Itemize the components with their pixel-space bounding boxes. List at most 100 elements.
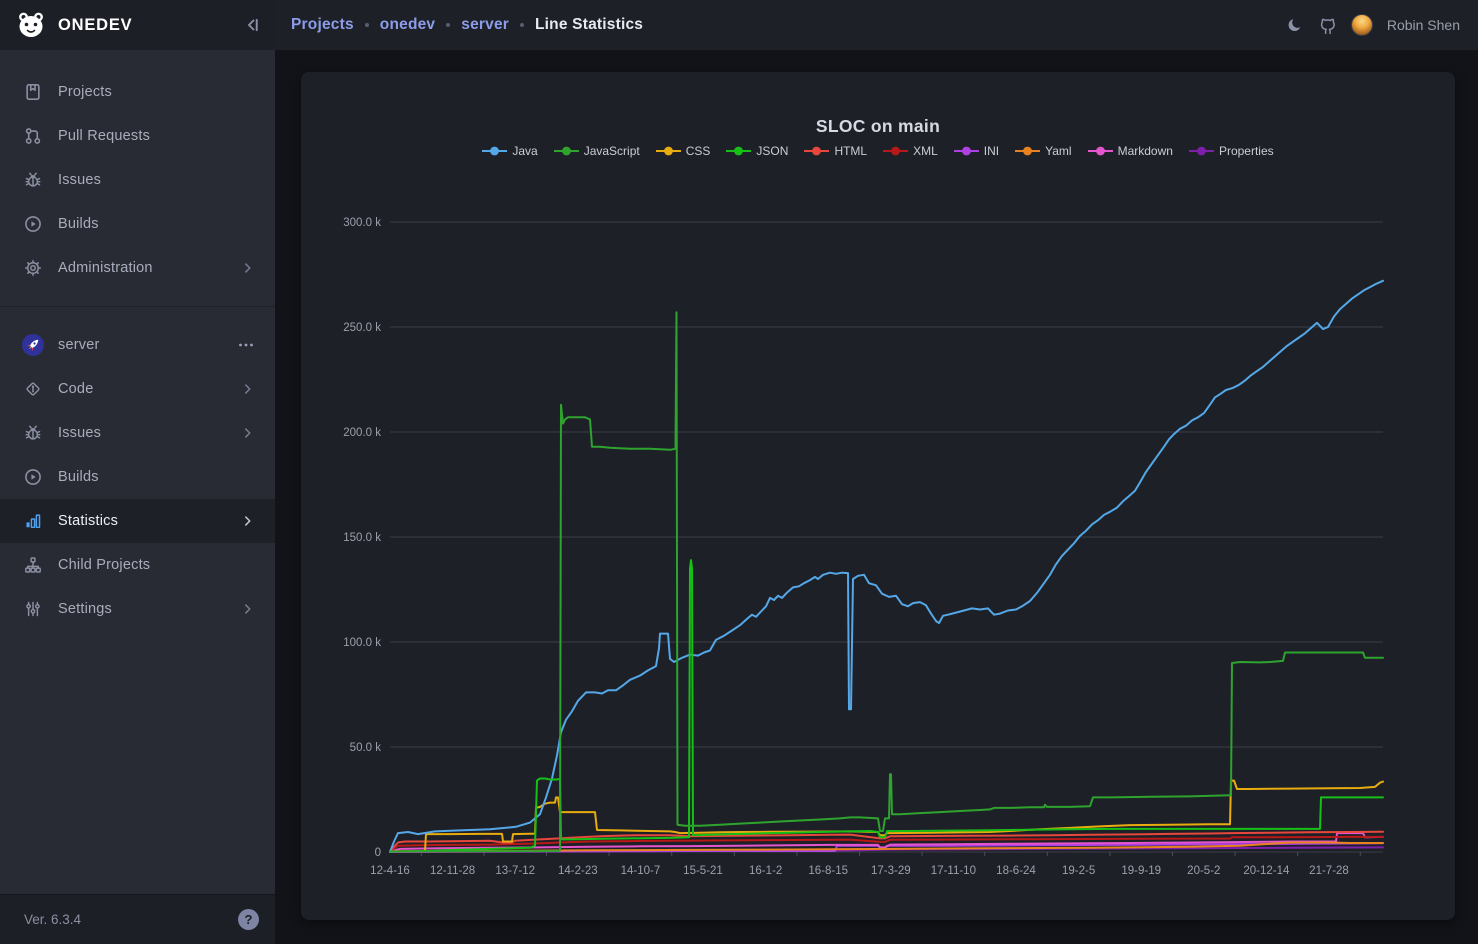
sidebar-item-label: Issues (58, 172, 102, 188)
breadcrumb-separator-dot (520, 23, 524, 27)
sidebar-item-code[interactable]: Code (0, 367, 275, 411)
chevron-right-icon (241, 382, 255, 396)
chevron-right-icon (241, 602, 255, 616)
x-axis-label: 15-5-21 (683, 865, 723, 877)
topbar-right: Robin Shen (1286, 14, 1460, 36)
breadcrumb-separator-dot (446, 23, 451, 27)
chevron-right-icon (241, 426, 255, 440)
sidebar-item-child-projects[interactable]: Child Projects (0, 543, 275, 587)
sidebar-item-builds[interactable]: Builds (0, 202, 275, 246)
x-axis-label: 21-7-28 (1309, 865, 1349, 877)
sidebar-item-server[interactable]: server (0, 323, 275, 367)
legend-label: Yaml (1045, 144, 1072, 158)
bar-chart-icon (22, 510, 44, 532)
legend-item-ini[interactable]: INI (953, 144, 1000, 158)
x-axis-label: 17-11-10 (931, 865, 976, 877)
sitemap-icon (22, 554, 44, 576)
sidebar-item-label: Builds (58, 216, 99, 232)
legend-item-xml[interactable]: XML (883, 144, 938, 158)
breadcrumb: Projects onedev server Line Statistics (291, 16, 643, 34)
legend-item-json[interactable]: JSON (726, 144, 788, 158)
chart-card: SLOC on main Java JavaScript CSS JSON HTML XM… (301, 72, 1455, 920)
legend-item-css[interactable]: CSS (655, 144, 710, 158)
legend-label: JavaScript (583, 144, 640, 158)
sidebar-item-project-issues[interactable]: Issues (0, 411, 275, 455)
breadcrumb-server[interactable]: server (461, 16, 509, 33)
legend-item-properties[interactable]: Properties (1188, 144, 1274, 158)
legend-item-html[interactable]: HTML (804, 144, 867, 158)
legend-marker (726, 146, 752, 156)
sidebar-item-statistics[interactable]: Statistics (0, 499, 275, 543)
x-axis-label: 13-7-12 (495, 865, 535, 877)
breadcrumb-separator-dot (364, 23, 369, 27)
main-nav: Projects Pull Requests Issues Builds Adminis… (0, 50, 275, 290)
x-axis-label: 14-2-23 (558, 865, 598, 877)
sidebar-footer: Ver. 6.3.4 ? (0, 894, 275, 944)
play-circle-icon (22, 466, 44, 488)
breadcrumb-projects[interactable]: Projects (291, 16, 354, 33)
series-line-json (389, 559, 1384, 853)
y-axis-label: 150.0 k (343, 532, 381, 544)
y-axis-label: 0 (375, 847, 381, 859)
chevron-right-icon (241, 261, 255, 275)
series-line-css (389, 779, 1384, 853)
legend-marker (1087, 146, 1113, 156)
user-avatar[interactable] (1350, 14, 1373, 36)
legend-marker (804, 146, 830, 156)
code-diamond-icon (22, 378, 44, 400)
y-axis-label: 200.0 k (343, 427, 381, 439)
chevron-right-icon (241, 514, 255, 528)
x-axis-label: 16-8-15 (808, 865, 848, 877)
x-axis-label: 12-11-28 (430, 865, 475, 877)
x-axis-label: 20-5-2 (1187, 865, 1220, 877)
sidebar-item-label: server (58, 337, 100, 353)
legend-marker (655, 146, 681, 156)
legend-item-yaml[interactable]: Yaml (1015, 144, 1072, 158)
sidebar-item-issues[interactable]: Issues (0, 158, 275, 202)
sidebar-item-settings[interactable]: Settings (0, 587, 275, 631)
sidebar-item-label: Code (58, 381, 94, 397)
legend-label: HTML (834, 144, 868, 158)
github-icon[interactable] (1318, 16, 1337, 35)
legend-label: INI (983, 144, 1000, 158)
sidebar-item-label: Builds (58, 469, 99, 485)
legend-label: Markdown (1117, 144, 1173, 158)
pull-request-icon (22, 125, 44, 147)
sidebar-item-administration[interactable]: Administration (0, 246, 275, 290)
x-axis-label: 20-12-14 (1243, 865, 1290, 877)
y-axis-label: 100.0 k (343, 637, 381, 649)
dark-mode-moon-icon[interactable] (1286, 16, 1304, 34)
sidebar-item-label: Projects (58, 84, 112, 100)
legend-label: Java (512, 144, 538, 158)
legend-item-java[interactable]: Java (482, 144, 538, 158)
legend-item-markdown[interactable]: Markdown (1087, 144, 1173, 158)
y-axis-label: 300.0 k (343, 217, 381, 229)
legend-label: XML (913, 144, 938, 158)
x-axis-label: 18-6-24 (996, 865, 1036, 877)
legend-marker (953, 146, 979, 156)
sidebar-item-pull-requests[interactable]: Pull Requests (0, 114, 275, 158)
legend-label: JSON (756, 144, 789, 158)
more-options-icon[interactable] (237, 336, 255, 354)
x-axis-label: 17-3-29 (871, 865, 911, 877)
help-icon[interactable]: ? (238, 909, 259, 930)
sidebar-item-label: Settings (58, 601, 112, 617)
y-axis-label: 250.0 k (343, 322, 381, 334)
sidebar-item-label: Statistics (58, 513, 119, 529)
chart-legend: Java JavaScript CSS JSON HTML XML INI Yaml Markd… (301, 144, 1455, 158)
legend-marker (1015, 146, 1041, 156)
x-axis-label: 19-2-5 (1062, 865, 1095, 877)
project-nav: server Code Issues Builds Statistics Child Pr… (0, 306, 275, 631)
sidebar-item-project-builds[interactable]: Builds (0, 455, 275, 499)
chart-title: SLOC on main (815, 116, 941, 136)
breadcrumb-onedev[interactable]: onedev (379, 16, 436, 33)
content-area: SLOC on main Java JavaScript CSS JSON HTML XM… (275, 50, 1478, 944)
sidebar-item-label: Child Projects (58, 557, 151, 573)
legend-label: Properties (1218, 144, 1274, 158)
sidebar-collapse-icon[interactable] (243, 16, 261, 34)
legend-item-javascript[interactable]: JavaScript (553, 144, 640, 158)
x-axis-label: 14-10-7 (621, 865, 661, 877)
sidebar-item-projects[interactable]: Projects (0, 70, 275, 114)
user-name[interactable]: Robin Shen (1386, 17, 1460, 33)
